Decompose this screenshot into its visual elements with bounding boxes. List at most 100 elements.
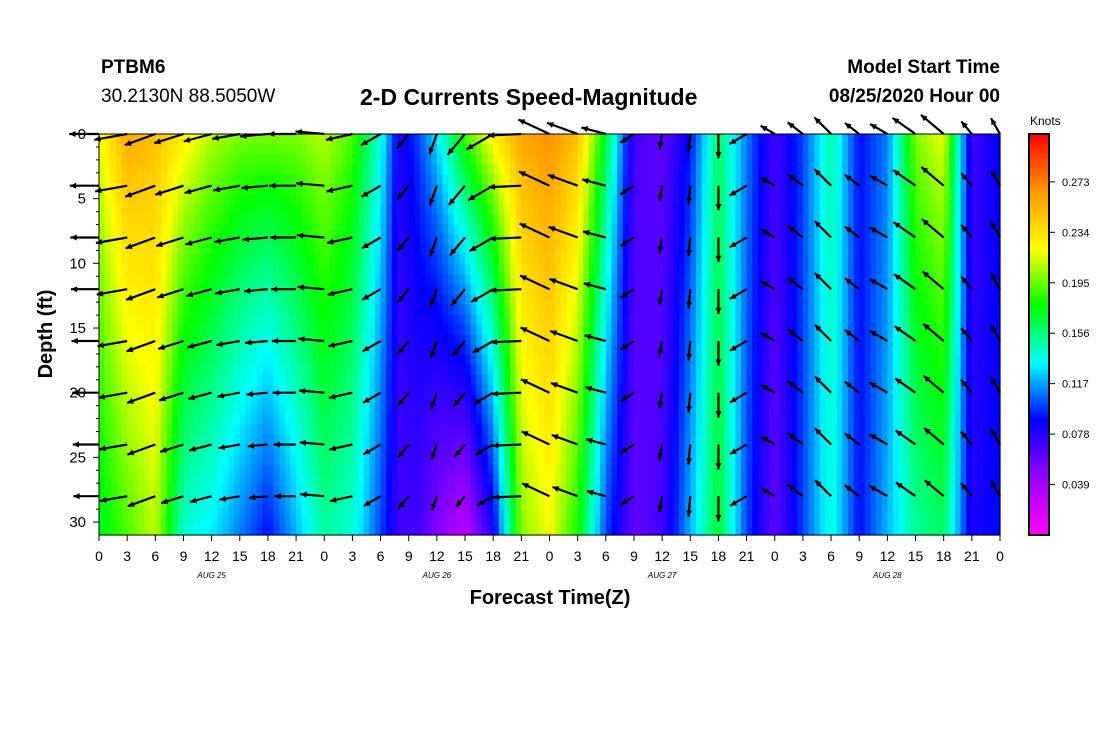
heatmap-cell [222, 354, 230, 366]
heatmap-cell [284, 204, 292, 215]
heatmap-cell [521, 204, 528, 215]
heatmap-cell [99, 484, 106, 496]
heatmap-cell [555, 304, 562, 316]
heatmap-cell [453, 514, 460, 526]
heatmap-cell [301, 284, 308, 296]
heatmap-cell [690, 384, 697, 396]
heatmap-cell [183, 484, 190, 496]
heatmap-cell [121, 384, 128, 396]
heatmap-cell [476, 224, 483, 235]
heatmap-cell [701, 154, 708, 165]
heatmap-cell [611, 494, 618, 506]
heatmap-cell [391, 184, 399, 195]
heatmap-cell [296, 234, 303, 245]
heatmap-cell [617, 434, 624, 446]
heatmap-cell [251, 524, 258, 536]
heatmap-cell [645, 464, 652, 476]
heatmap-cell [504, 184, 511, 195]
heatmap-cell [273, 214, 280, 225]
heatmap-cell [515, 484, 522, 496]
heatmap-cell [296, 364, 303, 376]
heatmap-cell [746, 174, 753, 185]
heatmap-cell [752, 434, 759, 446]
heatmap-cell [200, 294, 207, 306]
heatmap-cell [386, 404, 393, 416]
heatmap-cell [262, 194, 269, 205]
heatmap-cell [127, 524, 134, 536]
heatmap-cell [194, 484, 201, 496]
heatmap-cell [594, 344, 601, 356]
heatmap-cell [526, 434, 534, 446]
heatmap-cell [318, 154, 325, 165]
heatmap-cell [177, 494, 185, 506]
heatmap-cell [374, 204, 382, 215]
heatmap-cell [329, 174, 337, 185]
heatmap-cell [335, 394, 342, 406]
heatmap-cell [239, 184, 247, 195]
heatmap-cell [740, 334, 748, 346]
heatmap-cell [476, 204, 483, 215]
heatmap-cell [172, 484, 179, 496]
heatmap-cell [408, 294, 415, 306]
heatmap-cell [521, 504, 528, 516]
heatmap-cell [217, 424, 224, 436]
heatmap-cell [543, 454, 551, 466]
heatmap-cell [177, 374, 185, 386]
heatmap-cell [183, 404, 190, 416]
heatmap-cell [510, 254, 517, 265]
heatmap-cell [144, 374, 151, 386]
heatmap-cell [735, 384, 742, 396]
heatmap-cell [695, 464, 703, 476]
heatmap-cell [611, 504, 618, 516]
heatmap-cell [791, 334, 798, 346]
heatmap-cell [605, 294, 613, 306]
heatmap-cell [200, 484, 207, 496]
heatmap-cell [712, 394, 720, 406]
heatmap-cell [639, 434, 646, 446]
heatmap-cell [369, 524, 376, 536]
heatmap-cell [222, 364, 230, 376]
heatmap-cell [408, 194, 415, 205]
heatmap-cell [577, 384, 584, 396]
heatmap-cell [256, 264, 263, 275]
heatmap-cell [521, 244, 528, 255]
heatmap-cell [222, 144, 230, 155]
heatmap-cell [493, 494, 500, 506]
heatmap-cell [104, 144, 111, 155]
heatmap-cell [256, 484, 263, 496]
heatmap-cell [358, 524, 365, 536]
heatmap-cell [690, 224, 697, 235]
heatmap-cell [132, 254, 140, 265]
heatmap-cell [363, 334, 370, 346]
heatmap-cell [600, 494, 607, 506]
heatmap-cell [346, 214, 353, 225]
heatmap-cell [757, 444, 765, 456]
heatmap-cell [312, 144, 320, 155]
heatmap-cell [273, 354, 280, 366]
heatmap-cell [729, 354, 736, 366]
heatmap-cell [746, 244, 753, 255]
heatmap-cell [369, 244, 376, 255]
heatmap-cell [352, 504, 359, 516]
heatmap-cell [245, 444, 252, 456]
heatmap-cell [549, 154, 556, 165]
heatmap-cell [611, 324, 618, 336]
heatmap-cell [194, 454, 201, 466]
heatmap-cell [566, 354, 573, 366]
heatmap-cell [487, 274, 494, 285]
heatmap-cell [526, 374, 534, 386]
heatmap-cell [633, 474, 641, 486]
heatmap-cell [786, 254, 793, 265]
heatmap-cell [769, 354, 776, 366]
heatmap-cell [780, 284, 787, 296]
heatmap-cell [701, 404, 708, 416]
heatmap-cell [786, 454, 793, 466]
heatmap-cell [177, 214, 185, 225]
heatmap-cell [583, 474, 590, 486]
heatmap-cell [222, 524, 230, 536]
heatmap-cell [555, 294, 562, 306]
heatmap-cell [431, 164, 438, 175]
heatmap-cell [453, 384, 460, 396]
heatmap-cell [746, 464, 753, 476]
heatmap-cell [639, 394, 646, 406]
